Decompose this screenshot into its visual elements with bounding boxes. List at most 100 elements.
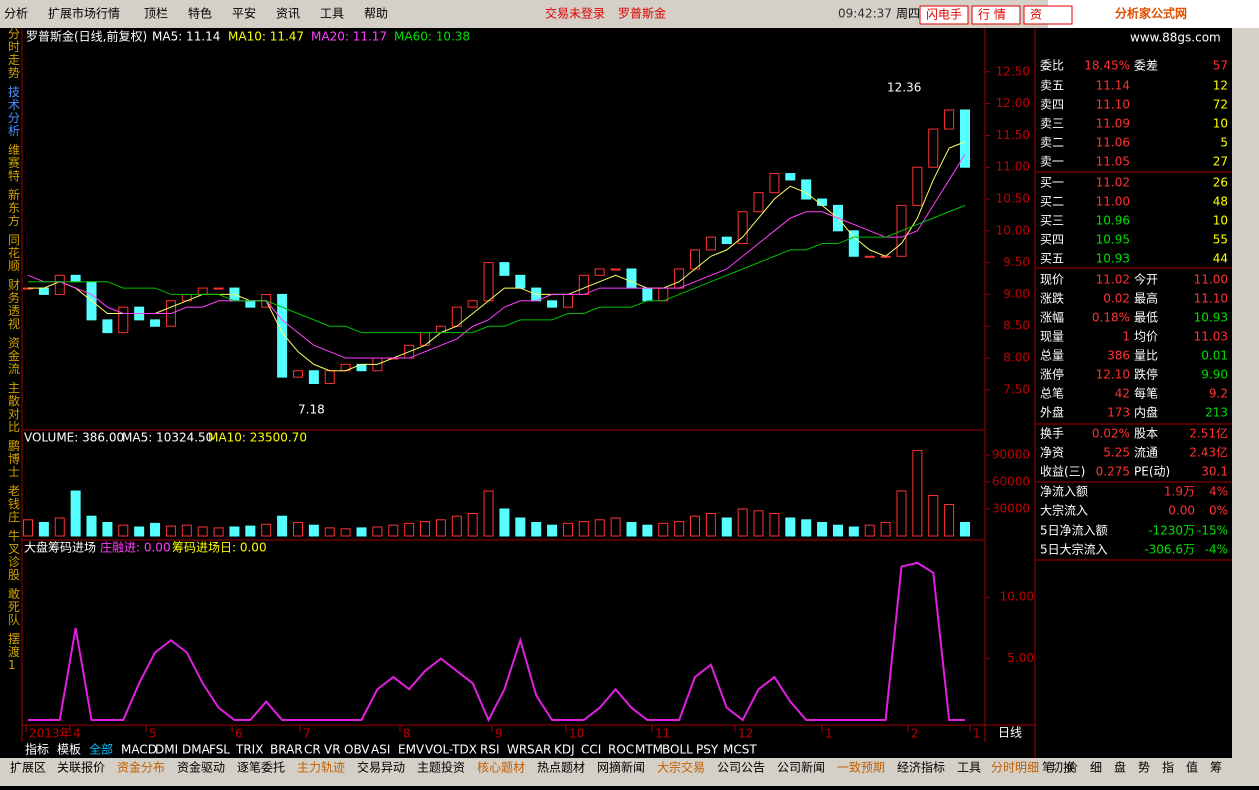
- weekday: 周四: [896, 7, 920, 21]
- ma-label: MA10: 23500.70: [208, 431, 307, 445]
- y-tick-label: 30000: [992, 502, 1030, 516]
- button[interactable]: 闪电手: [926, 8, 962, 22]
- right-tab[interactable]: 势: [1138, 761, 1150, 775]
- indicator-tab[interactable]: 全部: [89, 742, 113, 757]
- indicator-tab[interactable]: MCST: [723, 743, 757, 757]
- bottom-tab[interactable]: 资金驱动: [177, 760, 225, 775]
- right-tab[interactable]: 盘: [1114, 760, 1126, 775]
- bottom-tab[interactable]: 大宗交易: [657, 760, 705, 775]
- bottom-tab[interactable]: 关联报价: [57, 760, 105, 775]
- bottom-tab[interactable]: 扩展区: [10, 761, 46, 775]
- menu-item[interactable]: 分析: [4, 7, 28, 21]
- side-tab[interactable]: 牛叉诊股: [8, 528, 20, 582]
- brand: 分析家公式网: [1115, 6, 1187, 21]
- right-tab[interactable]: 细: [1090, 761, 1102, 775]
- button[interactable]: 行 情: [978, 8, 1006, 22]
- quote-value: 10.95: [1096, 233, 1130, 247]
- indicator-tab[interactable]: WR: [507, 743, 527, 757]
- side-tab[interactable]: 分时走势: [8, 27, 20, 80]
- indicator-tab[interactable]: MACD: [121, 743, 157, 757]
- indicator-tab[interactable]: RSI: [480, 743, 500, 757]
- y-tick-label: 10.00: [1000, 590, 1034, 604]
- right-tab[interactable]: 筹: [1210, 761, 1222, 775]
- side-tab[interactable]: 技术分析: [8, 85, 20, 138]
- side-tab[interactable]: 新东方: [8, 187, 20, 228]
- bottom-tab[interactable]: 主题投资: [417, 760, 465, 775]
- indicator-tab[interactable]: EMV: [398, 743, 425, 757]
- side-tab[interactable]: 鹏博士: [8, 439, 20, 479]
- side-tab[interactable]: 老钱庄: [8, 484, 20, 524]
- quote-value: 12: [1213, 79, 1228, 93]
- indicator-tab[interactable]: VR: [324, 743, 341, 757]
- quote-name: 收益(三): [1040, 465, 1085, 479]
- side-tab[interactable]: 维赛特: [8, 143, 20, 183]
- indicator-tab[interactable]: CR: [304, 743, 321, 757]
- bottom-tab[interactable]: 工具: [957, 761, 981, 775]
- side-tab[interactable]: 资金流: [8, 336, 20, 376]
- brand-url: www.88gs.com: [1130, 31, 1221, 45]
- side-tab[interactable]: 敢死队: [8, 587, 20, 627]
- bottom-tab[interactable]: 经济指标: [897, 760, 945, 775]
- bottom-tab[interactable]: 热点题材: [537, 761, 585, 775]
- menu-item[interactable]: 帮助: [364, 7, 388, 21]
- indicator-tab[interactable]: BRAR: [270, 743, 303, 757]
- quote-value: 48: [1213, 195, 1228, 209]
- bottom-tab[interactable]: 一致预期: [837, 761, 885, 775]
- indicator-tab[interactable]: BOLL: [662, 743, 693, 757]
- volume-bar: [658, 522, 669, 537]
- right-tab[interactable]: 指: [1162, 760, 1174, 775]
- side-tab[interactable]: 财务透视: [8, 278, 20, 331]
- indicator-tab[interactable]: OBV: [344, 743, 370, 757]
- menu-item[interactable]: 扩展市场行情: [48, 6, 120, 21]
- button[interactable]: 资: [1030, 8, 1042, 22]
- bottom-tab[interactable]: 公司新闻: [777, 760, 825, 775]
- quote-name: 卖一: [1040, 155, 1064, 169]
- indicator-tab[interactable]: ROC: [608, 743, 634, 757]
- bottom-tab[interactable]: 主力轨迹: [297, 761, 345, 775]
- side-tab[interactable]: 摆渡 1: [8, 632, 20, 672]
- bottom-tab[interactable]: 核心题材: [477, 761, 525, 775]
- bottom-tab[interactable]: 逐笔委托: [237, 760, 285, 775]
- menu-item[interactable]: 资讯: [276, 7, 300, 21]
- side-tab[interactable]: 主散对比: [8, 381, 20, 434]
- indicator-tab[interactable]: TRIX: [235, 743, 263, 757]
- candle: [245, 300, 256, 308]
- indicator-tab[interactable]: VOL-TDX: [425, 743, 477, 757]
- indicator-tab[interactable]: DMI: [155, 743, 178, 757]
- indicator-tab[interactable]: CCI: [581, 743, 601, 757]
- bottom-tab[interactable]: 交易异动: [357, 760, 405, 775]
- right-tab[interactable]: 价: [1066, 761, 1078, 775]
- bottom-tab[interactable]: 切换: [1051, 761, 1075, 775]
- quote-value: -15%: [1197, 524, 1228, 538]
- bottom-tab[interactable]: 资金分布: [117, 760, 165, 775]
- candle: [737, 211, 748, 245]
- indicator-tab[interactable]: SAR: [527, 743, 551, 757]
- volume-bar: [261, 523, 272, 537]
- right-tab[interactable]: 值: [1186, 760, 1198, 775]
- indicator-tab[interactable]: ASI: [371, 743, 390, 757]
- menu-item[interactable]: 工具: [320, 7, 344, 21]
- candle: [324, 370, 335, 384]
- menu-item[interactable]: 顶栏: [144, 6, 168, 21]
- indicator-tab[interactable]: PSY: [696, 743, 719, 757]
- menu-item[interactable]: 特色: [188, 6, 212, 21]
- indicator-tab[interactable]: 指标: [25, 742, 49, 757]
- volume-bar: [674, 521, 685, 537]
- bottom-tab[interactable]: 网摘新闻: [597, 760, 645, 775]
- indicator-tab[interactable]: MTM: [635, 743, 663, 757]
- indicator-tab[interactable]: 模板: [57, 743, 81, 757]
- indicator-tab[interactable]: DMA: [182, 743, 211, 757]
- side-tab[interactable]: 同花顺: [8, 233, 20, 273]
- candle: [705, 236, 716, 251]
- candle: [292, 370, 303, 378]
- bottom-tab[interactable]: 公司公告: [717, 761, 765, 775]
- quote-value: 11.09: [1096, 117, 1130, 131]
- right-tab[interactable]: 笔: [1042, 760, 1054, 775]
- menu-item[interactable]: 平安: [232, 6, 256, 21]
- y-tick-label: 7.50: [1003, 382, 1030, 396]
- bottom-tab[interactable]: 分时明细: [991, 761, 1039, 775]
- candle: [753, 192, 764, 213]
- indicator-tab[interactable]: FSL: [209, 743, 230, 757]
- indicator-tab[interactable]: KDJ: [554, 743, 575, 757]
- quote-name: 涨幅: [1040, 310, 1064, 325]
